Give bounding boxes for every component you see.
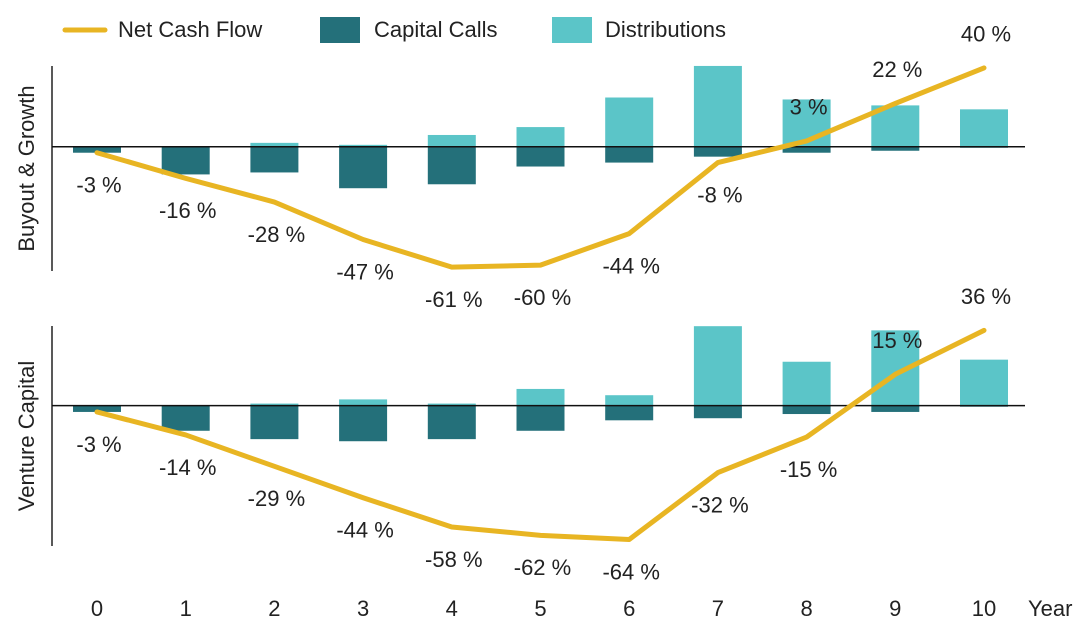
data-label: -15 % bbox=[780, 457, 837, 482]
bar bbox=[605, 97, 654, 147]
bar bbox=[871, 405, 920, 412]
data-label: -16 % bbox=[159, 198, 216, 223]
bar bbox=[782, 405, 831, 415]
bar bbox=[960, 109, 1008, 147]
bar bbox=[516, 127, 565, 147]
data-label: -64 % bbox=[602, 559, 659, 584]
x-tick-label: 2 bbox=[268, 596, 280, 621]
data-label: -28 % bbox=[248, 222, 305, 247]
legend-label: Net Cash Flow bbox=[118, 17, 262, 42]
bar bbox=[339, 146, 388, 189]
legend-label: Distributions bbox=[605, 17, 726, 42]
data-label: -61 % bbox=[425, 287, 482, 312]
legend-swatch bbox=[552, 17, 592, 43]
bar bbox=[427, 405, 476, 440]
bar bbox=[427, 146, 476, 185]
net-cash-flow-line bbox=[94, 65, 987, 270]
bar bbox=[605, 405, 654, 421]
bar bbox=[250, 142, 299, 147]
bar bbox=[73, 405, 121, 412]
bar bbox=[427, 134, 476, 147]
x-tick-label: 10 bbox=[972, 596, 996, 621]
data-label: -3 % bbox=[76, 432, 121, 457]
data-label: -44 % bbox=[602, 253, 659, 278]
legend-swatch bbox=[320, 17, 360, 43]
bar bbox=[516, 146, 565, 167]
legend-label: Capital Calls bbox=[374, 17, 498, 42]
x-tick-label: 5 bbox=[534, 596, 546, 621]
data-label: 36 % bbox=[961, 284, 1011, 309]
bar bbox=[250, 403, 299, 406]
net-cash-flow-line bbox=[94, 327, 987, 543]
bar bbox=[605, 146, 654, 163]
y-axis-label: Venture Capital bbox=[14, 361, 39, 511]
bar bbox=[782, 361, 831, 406]
bar bbox=[516, 388, 565, 406]
x-tick-label: 8 bbox=[800, 596, 812, 621]
data-label: -29 % bbox=[248, 486, 305, 511]
data-label: 22 % bbox=[872, 57, 922, 82]
bar bbox=[250, 405, 299, 440]
data-label: 40 % bbox=[961, 22, 1011, 47]
bar bbox=[605, 395, 654, 406]
bar bbox=[339, 399, 388, 406]
data-label: -62 % bbox=[514, 555, 571, 580]
x-tick-label: 9 bbox=[889, 596, 901, 621]
bar bbox=[693, 326, 742, 406]
bar bbox=[693, 405, 742, 419]
bar bbox=[693, 146, 742, 157]
bar bbox=[516, 405, 565, 431]
bar bbox=[871, 146, 920, 151]
x-tick-label: 1 bbox=[180, 596, 192, 621]
bar bbox=[250, 146, 299, 173]
data-label: 3 % bbox=[790, 95, 828, 120]
bar bbox=[339, 405, 388, 442]
bar bbox=[339, 144, 388, 147]
bar bbox=[960, 359, 1008, 406]
x-tick-label: 7 bbox=[712, 596, 724, 621]
data-label: -44 % bbox=[336, 518, 393, 543]
bar bbox=[782, 146, 831, 153]
x-tick-label: 4 bbox=[446, 596, 458, 621]
data-label: 15 % bbox=[872, 328, 922, 353]
data-label: -14 % bbox=[159, 455, 216, 480]
data-label: -8 % bbox=[697, 182, 742, 207]
data-label: -47 % bbox=[336, 259, 393, 284]
bar bbox=[693, 65, 742, 147]
bar bbox=[73, 146, 121, 153]
bar bbox=[161, 146, 210, 175]
x-tick-label: 6 bbox=[623, 596, 635, 621]
bar bbox=[427, 403, 476, 406]
data-label: -58 % bbox=[425, 547, 482, 572]
data-label: -32 % bbox=[691, 492, 748, 517]
x-axis-label: Year bbox=[1028, 596, 1072, 621]
x-tick-label: 0 bbox=[91, 596, 103, 621]
x-tick-label: 3 bbox=[357, 596, 369, 621]
data-label: -3 % bbox=[76, 173, 121, 198]
bar bbox=[161, 405, 210, 431]
y-axis-label: Buyout & Growth bbox=[14, 85, 39, 251]
data-label: -60 % bbox=[514, 285, 571, 310]
